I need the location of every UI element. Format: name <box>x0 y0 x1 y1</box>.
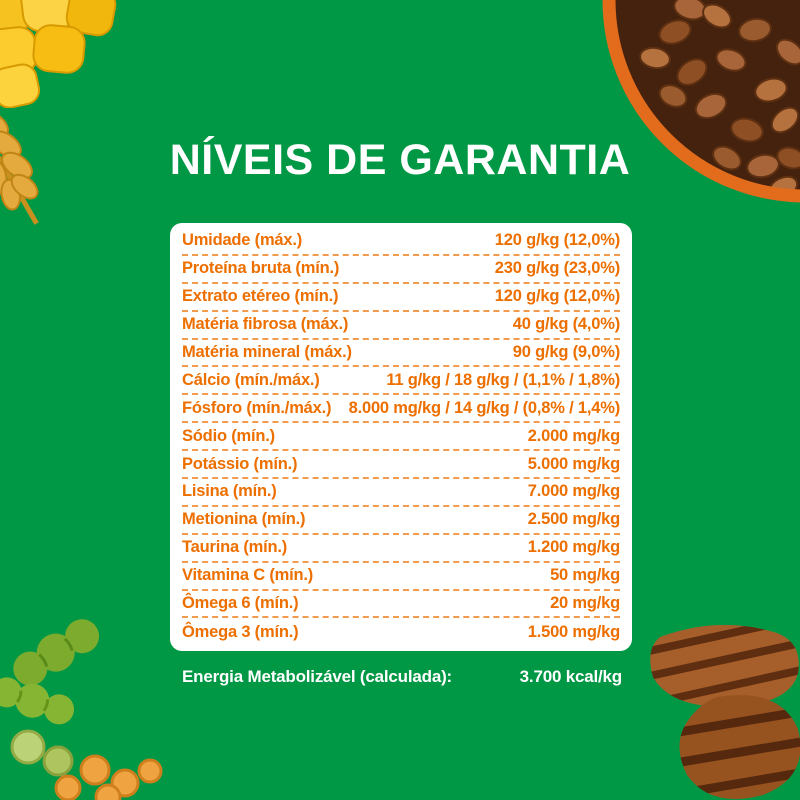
table-row: Ômega 3 (mín.) 1.500 mg/kg <box>182 618 620 646</box>
nutrient-value: 40 g/kg (4,0%) <box>512 315 620 334</box>
page-title: NÍVEIS DE GARANTIA <box>169 136 631 184</box>
table-row: Ômega 6 (mín.) 20 mg/kg <box>182 591 620 619</box>
kibble-bowl-icon <box>602 0 800 203</box>
nutrient-value: 7.000 mg/kg <box>527 482 620 501</box>
table-row: Sódio (mín.) 2.000 mg/kg <box>182 423 620 452</box>
guarantee-levels-table: Umidade (máx.) 120 g/kg (12,0%) Proteína… <box>170 223 632 652</box>
table-row: Extrato etéreo (mín.) 120 g/kg (12,0%) <box>182 284 620 312</box>
grilled-meat-icon <box>650 625 800 800</box>
nutrient-label: Extrato etéreo (mín.) <box>182 287 339 306</box>
table-row: Taurina (mín.) 1.200 mg/kg <box>182 535 620 563</box>
nutrient-label: Vitamina C (mín.) <box>182 566 314 585</box>
nutrient-label: Proteína bruta (mín.) <box>182 259 340 278</box>
nutrient-value: 50 mg/kg <box>550 566 620 585</box>
nutrient-label: Matéria fibrosa (máx.) <box>182 315 349 334</box>
nutrient-label: Potássio (mín.) <box>182 454 298 473</box>
nutrient-label: Lisina (mín.) <box>182 482 277 501</box>
table-row: Matéria fibrosa (máx.) 40 g/kg (4,0%) <box>182 312 620 340</box>
energy-label: Energia Metabolizável (calculada): <box>182 667 453 686</box>
table-row: Matéria mineral (máx.) 90 g/kg (9,0%) <box>182 340 620 368</box>
nutrient-value: 1.500 mg/kg <box>527 622 620 641</box>
table-row: Fósforo (mín./máx.) 8.000 mg/kg / 14 g/k… <box>182 395 621 424</box>
nutrient-label: Ômega 6 (mín.) <box>182 594 299 613</box>
nutrient-value: 2.000 mg/kg <box>527 426 620 445</box>
nutrient-value: 120 g/kg (12,0%) <box>494 287 620 306</box>
metabolizable-energy-row: Energia Metabolizável (calculada): 3.700… <box>182 667 622 687</box>
nutrient-value: 1.200 mg/kg <box>527 538 620 557</box>
nutrient-label: Matéria mineral (máx.) <box>182 343 352 361</box>
energy-value: 3.700 kcal/kg <box>519 667 623 686</box>
nutrient-label: Fósforo (mín./máx.) <box>182 398 332 417</box>
nutrient-value: 230 g/kg (23,0%) <box>494 259 620 278</box>
nutrient-value: 5.000 mg/kg <box>527 454 620 473</box>
nutrient-value: 20 mg/kg <box>550 594 620 613</box>
table-row: Cálcio (mín./máx.) 11 g/kg / 18 g/kg / (… <box>182 367 620 396</box>
nutrient-value: 8.000 mg/kg / 14 g/kg / (0,8% / 1,4%) <box>348 398 621 417</box>
table-row: Umidade (máx.) 120 g/kg (12,0%) <box>182 228 620 256</box>
table-row: Vitamina C (mín.) 50 mg/kg <box>182 563 620 591</box>
table-row: Proteína bruta (mín.) 230 g/kg (23,0%) <box>182 256 620 284</box>
nutrient-label: Cálcio (mín./máx.) <box>182 370 320 389</box>
nutrient-value: 90 g/kg (9,0%) <box>512 343 620 361</box>
corn-kernels-icon <box>0 0 117 108</box>
table-row: Metionina (mín.) 2.500 mg/kg <box>182 507 620 535</box>
nutrient-label: Ômega 3 (mín.) <box>182 622 299 641</box>
nutrient-value: 2.500 mg/kg <box>527 510 620 529</box>
table-row: Lisina (mín.) 7.000 mg/kg <box>182 479 620 507</box>
nutrient-value: 11 g/kg / 18 g/kg / (1,1% / 1,8%) <box>386 370 620 389</box>
nutrient-label: Umidade (máx.) <box>182 231 303 250</box>
nutrient-value: 120 g/kg (12,0%) <box>494 231 620 250</box>
table-row: Potássio (mín.) 5.000 mg/kg <box>182 451 620 480</box>
nutrient-label: Metionina (mín.) <box>182 510 306 529</box>
nutrient-label: Sódio (mín.) <box>182 426 275 445</box>
nutrient-label: Taurina (mín.) <box>182 538 288 557</box>
